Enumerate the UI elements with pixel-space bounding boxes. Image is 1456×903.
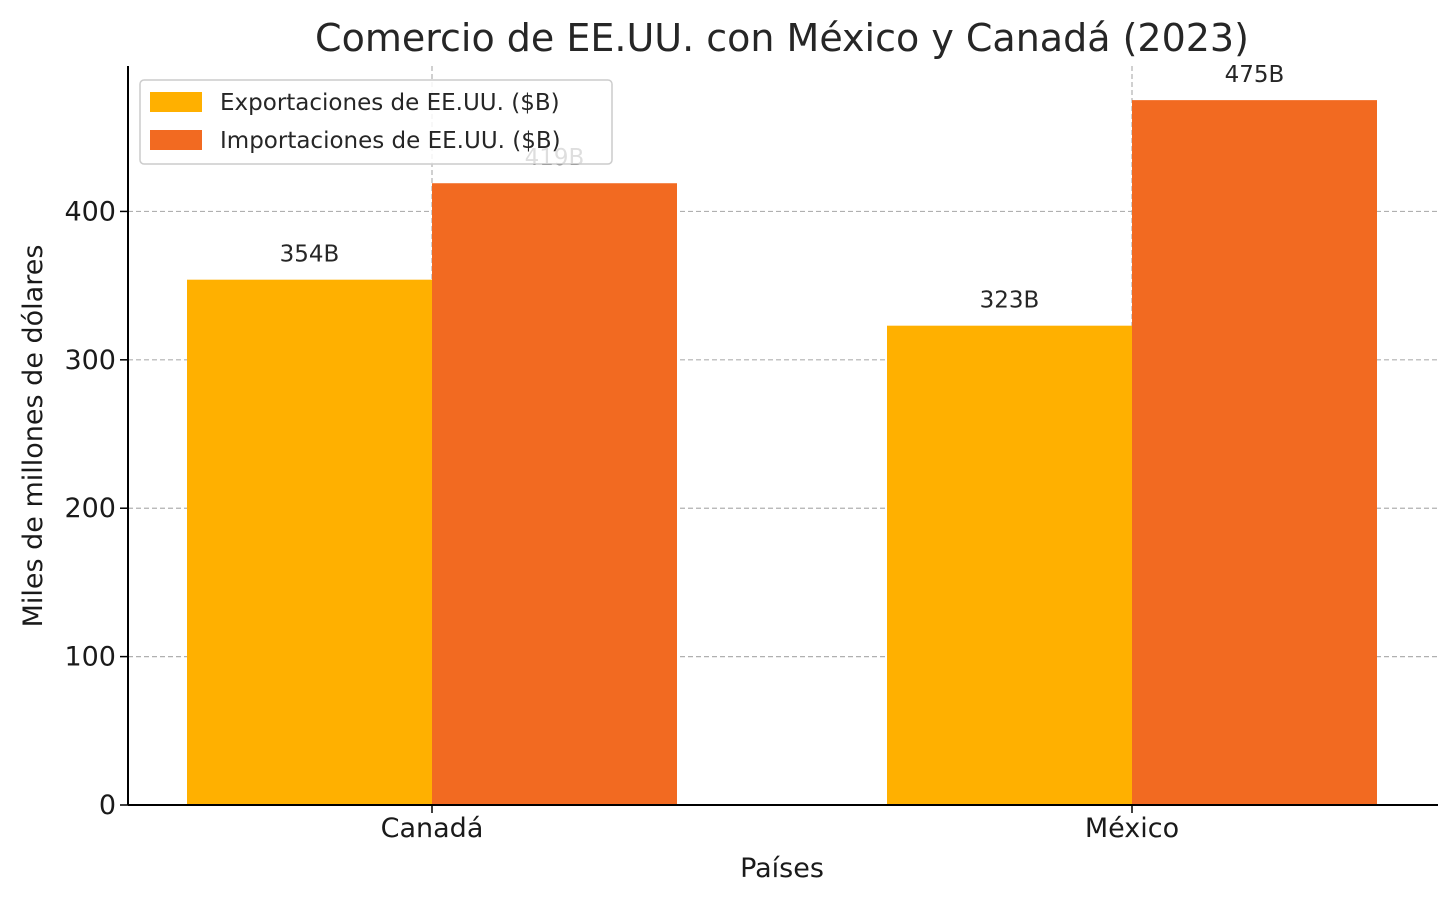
legend-label-exports: Exportaciones de EE.UU. ($B): [220, 90, 560, 116]
bar-exports-1: [887, 325, 1132, 805]
bars: [187, 100, 1377, 806]
bar-imports-1: [1132, 100, 1377, 806]
y-tick-label: 0: [99, 790, 116, 821]
y-tick-label: 200: [64, 493, 116, 524]
y-tick-label: 100: [64, 642, 116, 673]
x-ticks: Canadá México: [381, 805, 1179, 844]
bar-value-label: 475B: [1225, 62, 1285, 88]
bar-imports-0: [432, 183, 677, 805]
bar-value-label: 323B: [980, 288, 1040, 314]
bar-exports-0: [187, 279, 432, 805]
legend-box: [139, 79, 613, 165]
legend-swatch-imports: [150, 130, 202, 150]
legend-label-imports: Importaciones de EE.UU. ($B): [220, 128, 561, 154]
y-axis-label: Miles de millones de dólares: [18, 245, 49, 628]
legend: Exportaciones de EE.UU. ($B) Importacion…: [139, 79, 613, 165]
x-axis-label: Países: [740, 853, 824, 884]
x-tick-label: México: [1085, 813, 1179, 844]
y-tick-label: 300: [64, 345, 116, 376]
y-ticks: 0 100 200 300 400: [64, 196, 128, 821]
x-tick-label: Canadá: [381, 813, 484, 844]
bar-value-label: 354B: [280, 242, 340, 268]
chart-title: Comercio de EE.UU. con México y Canadá (…: [315, 16, 1249, 60]
y-tick-label: 400: [64, 196, 116, 227]
legend-swatch-exports: [150, 92, 202, 112]
